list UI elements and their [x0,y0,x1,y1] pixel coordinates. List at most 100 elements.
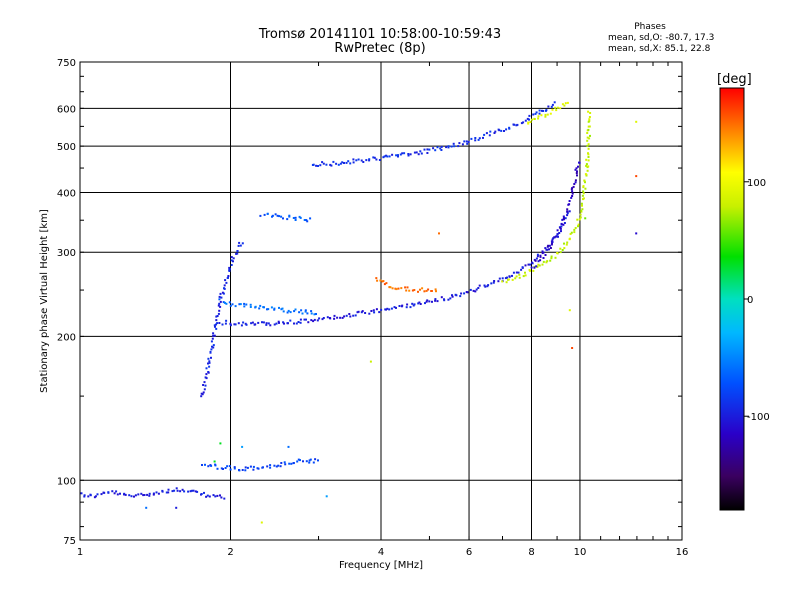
data-point [206,494,209,497]
data-point [228,266,231,269]
data-point [317,165,319,167]
data-point [541,263,544,266]
data-point [398,305,401,307]
data-point [296,460,299,463]
data-point [401,152,404,155]
data-point [521,266,524,269]
data-point [289,311,292,314]
data-point [526,117,529,120]
data-point [551,242,553,245]
data-point [582,185,585,188]
data-point [544,115,547,118]
data-point [574,168,577,171]
data-point [542,257,545,259]
data-point [428,300,431,303]
data-point [355,159,358,162]
y-tick-label: 75 [63,536,76,547]
data-point [309,217,312,220]
data-point [212,334,215,337]
data-point [257,321,260,324]
data-point [234,323,237,326]
data-point [304,310,307,313]
data-point [407,153,410,155]
data-point [522,275,525,278]
x-tick-label: 4 [378,547,384,558]
data-point [440,149,443,151]
data-point [113,492,116,495]
data-point [262,321,265,324]
data-point [295,322,298,325]
data-point [202,384,205,386]
data-point [560,230,562,233]
data-point [537,115,540,118]
data-point [447,146,450,149]
data-point [455,294,458,297]
data-point [303,318,306,321]
data-point [214,464,217,467]
data-point [204,376,207,379]
data-point [413,289,416,291]
data-point [515,275,518,278]
y-axis-title: Stationary phase Virtual Height [km] [39,209,50,393]
data-point [516,123,519,126]
data-point [223,287,225,290]
data-point [207,357,210,360]
data-point [319,164,322,167]
data-point [434,149,437,152]
data-point [532,269,535,272]
data-point [406,303,409,306]
data-point [419,150,422,153]
data-point [297,321,300,323]
data-point [522,121,525,124]
outlier-point [568,309,571,312]
data-point [486,285,489,288]
data-point [587,143,590,146]
data-point [535,257,538,260]
data-point [314,458,317,461]
data-point [130,495,133,498]
data-point [546,260,549,263]
data-point [586,169,589,172]
data-point [407,154,410,157]
data-point [243,305,246,308]
data-point [505,281,508,284]
data-point [230,259,233,262]
data-point [573,231,576,234]
data-point [511,274,513,277]
data-point [293,322,295,325]
data-point [460,292,463,295]
data-point [582,190,585,193]
data-point [273,323,276,326]
data-point [435,290,437,293]
data-point [305,318,307,321]
data-point [339,316,342,319]
data-point [375,277,378,280]
data-point [242,321,245,324]
data-point [554,235,557,238]
data-point [575,167,578,170]
data-point [216,494,219,497]
data-point [423,290,426,293]
data-point [299,216,302,219]
data-point [218,302,221,305]
data-point [573,228,576,231]
data-point [282,310,285,313]
data-point [566,212,569,215]
data-point [266,465,269,468]
data-point [347,160,350,163]
data-point [466,291,469,294]
data-point [213,324,216,327]
data-point [484,285,487,288]
data-point [232,260,234,263]
data-point [545,261,548,264]
data-point [357,158,360,161]
data-point [563,242,565,245]
data-point [212,332,215,335]
data-point [115,490,118,493]
data-point [275,465,278,468]
data-point [563,247,566,250]
data-point [252,468,255,471]
data-point [205,495,208,498]
data-point [244,466,247,469]
